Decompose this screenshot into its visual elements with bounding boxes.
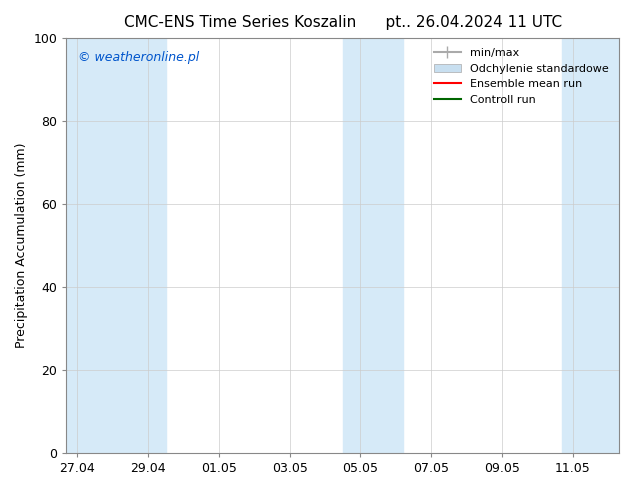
Bar xyxy=(343,38,403,453)
Text: © weatheronline.pl: © weatheronline.pl xyxy=(77,50,199,64)
Y-axis label: Precipitation Accumulation (mm): Precipitation Accumulation (mm) xyxy=(15,143,28,348)
Title: CMC-ENS Time Series Koszalin      pt.. 26.04.2024 11 UTC: CMC-ENS Time Series Koszalin pt.. 26.04.… xyxy=(124,15,562,30)
Bar xyxy=(130,38,165,453)
Bar xyxy=(562,38,619,453)
Bar xyxy=(67,38,130,453)
Legend: min/max, Odchylenie standardowe, Ensemble mean run, Controll run: min/max, Odchylenie standardowe, Ensembl… xyxy=(429,44,614,109)
